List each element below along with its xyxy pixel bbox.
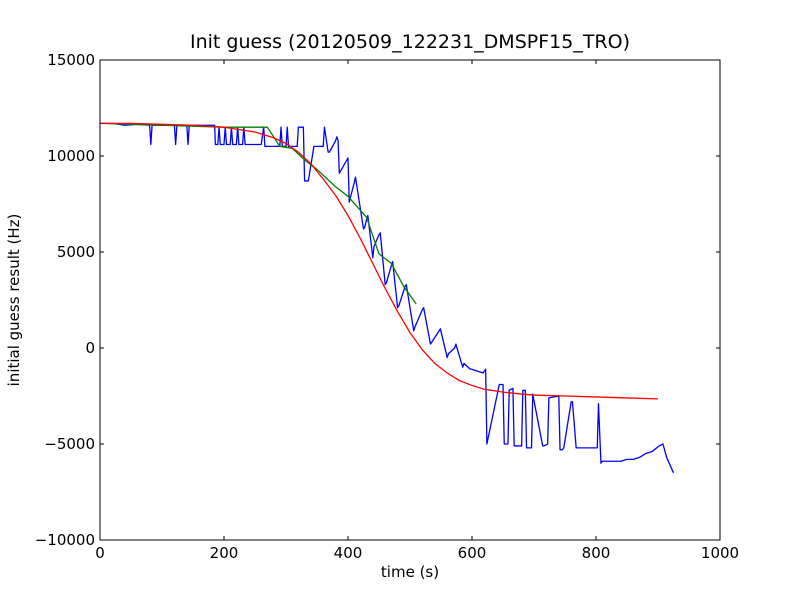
y-tick-label: 10000 xyxy=(47,147,95,165)
x-tick-label: 1000 xyxy=(701,544,739,562)
chart-title: Init guess (20120509_122231_DMSPF15_TRO) xyxy=(190,31,630,53)
x-tick-label: 600 xyxy=(458,544,487,562)
series-layer xyxy=(100,122,675,474)
x-tick-label: 800 xyxy=(582,544,611,562)
y-tick-label: 0 xyxy=(85,339,95,357)
series-line-1 xyxy=(100,122,675,474)
y-tick-label: −5000 xyxy=(44,435,95,453)
series-line-2 xyxy=(100,122,417,305)
x-tick-label: 200 xyxy=(210,544,239,562)
y-axis-label: initial guess result (Hz) xyxy=(5,214,23,387)
plot-frame xyxy=(99,59,721,541)
x-axis-label: time (s) xyxy=(381,563,439,581)
x-tick-label: 0 xyxy=(95,544,105,562)
y-tick-label: −10000 xyxy=(35,531,95,549)
series-line-3 xyxy=(100,122,659,400)
y-tick-label: 15000 xyxy=(47,51,95,69)
y-tick-label: 5000 xyxy=(57,243,95,261)
x-tick-label: 400 xyxy=(334,544,363,562)
tick-layer: 0 200 400 600 800 1000 −10000 −5000 0 5000 10000 15… xyxy=(35,51,739,562)
